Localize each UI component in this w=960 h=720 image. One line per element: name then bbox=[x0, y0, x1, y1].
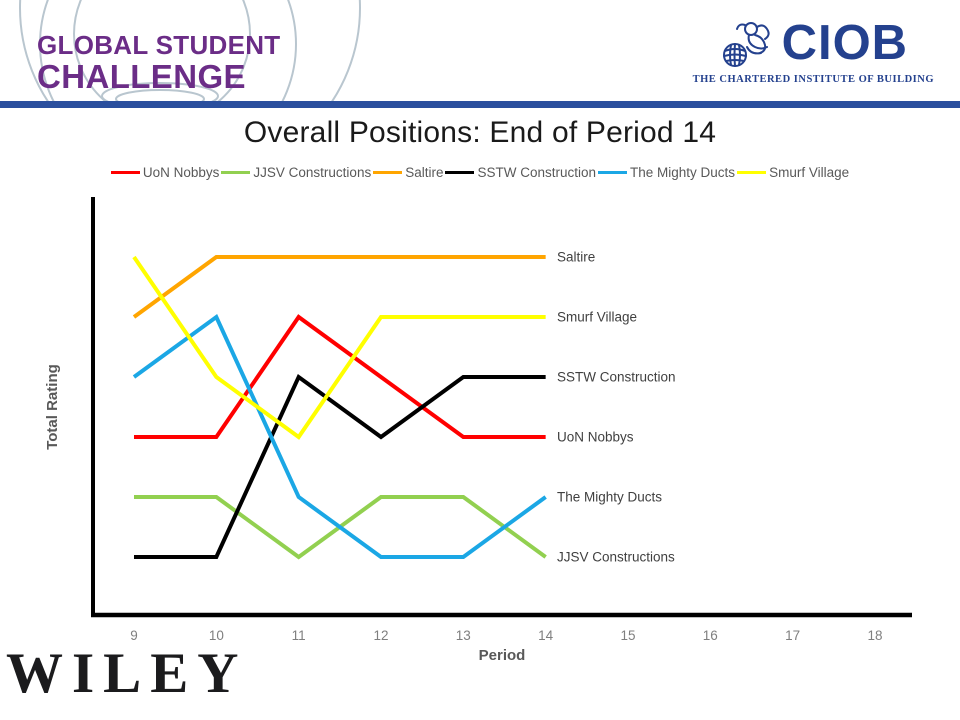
legend-swatch-icon bbox=[737, 170, 767, 175]
legend-label: Smurf Village bbox=[769, 165, 850, 180]
series-line-smurf-village bbox=[132, 255, 546, 440]
legend-label: JJSV Constructions bbox=[253, 165, 372, 180]
series-line-saltire bbox=[132, 255, 546, 319]
x-tick-label: 14 bbox=[538, 628, 554, 643]
legend-item: SSTW Construction bbox=[445, 165, 596, 180]
header-divider-bar bbox=[0, 101, 960, 108]
chart-legend: UoN Nobbys JJSV Constructions Saltire SSTW … bbox=[0, 165, 960, 180]
legend-item: UoN Nobbys bbox=[110, 165, 220, 180]
series-end-label: JJSV Constructions bbox=[557, 550, 675, 565]
gsc-logo-line1: GLOBAL STUDENT bbox=[37, 30, 281, 60]
legend-item: JJSV Constructions bbox=[221, 165, 371, 180]
legend-label: Saltire bbox=[405, 165, 444, 180]
wiley-logo: WILEY bbox=[6, 642, 248, 705]
x-tick-label: 18 bbox=[867, 628, 882, 643]
series-line-sstw-construction bbox=[134, 373, 546, 559]
x-tick-label: 13 bbox=[456, 628, 471, 643]
series-end-label: Saltire bbox=[557, 250, 595, 265]
ciob-logo: CIOB THE CHARTERED INSTITUTE OF BUILDING bbox=[693, 15, 934, 85]
y-axis-label: Total Rating bbox=[44, 364, 61, 450]
legend-label: The Mighty Ducts bbox=[630, 165, 736, 180]
x-tick-label: 17 bbox=[785, 628, 800, 643]
ciob-lion-icon bbox=[722, 22, 770, 67]
header: GLOBAL STUDENT CHALLENGE bbox=[0, 0, 960, 101]
legend-item: Smurf Village bbox=[737, 165, 849, 180]
chart-title: Overall Positions: End of Period 14 bbox=[243, 116, 717, 149]
legend-swatch-icon bbox=[373, 170, 403, 175]
series-end-label: The Mighty Ducts bbox=[557, 490, 662, 505]
series-end-label: Smurf Village bbox=[557, 310, 637, 325]
x-tick-label: 15 bbox=[620, 628, 635, 643]
series-line-uon-nobbys bbox=[134, 314, 546, 439]
legend-swatch-icon bbox=[445, 170, 475, 175]
x-tick-label: 9 bbox=[130, 628, 138, 643]
x-tick-label: 11 bbox=[292, 628, 306, 643]
global-student-challenge-logo: GLOBAL STUDENT CHALLENGE bbox=[37, 32, 281, 93]
x-tick-label: 16 bbox=[703, 628, 718, 643]
series-line-the-mighty-ducts bbox=[132, 313, 547, 559]
legend-label: UoN Nobbys bbox=[142, 165, 220, 180]
legend-label: SSTW Construction bbox=[477, 165, 597, 180]
ciob-tagline: THE CHARTERED INSTITUTE OF BUILDING bbox=[692, 74, 934, 85]
legend-swatch-icon bbox=[110, 170, 140, 175]
series-end-label: SSTW Construction bbox=[557, 370, 676, 385]
gsc-logo-line2: CHALLENGE bbox=[37, 57, 246, 95]
swirl-decoration-graphic bbox=[19, 0, 361, 101]
legend-swatch-icon bbox=[598, 170, 628, 175]
legend-item: The Mighty Ducts bbox=[598, 165, 735, 180]
series-end-label: UoN Nobbys bbox=[557, 430, 634, 445]
x-tick-label: 10 bbox=[209, 628, 224, 643]
ciob-acronym: CIOB bbox=[781, 15, 909, 70]
x-tick-label: 12 bbox=[373, 628, 388, 643]
x-axis-label: Period bbox=[479, 647, 526, 664]
legend-item: Saltire bbox=[373, 165, 443, 180]
legend-swatch-icon bbox=[221, 170, 251, 175]
